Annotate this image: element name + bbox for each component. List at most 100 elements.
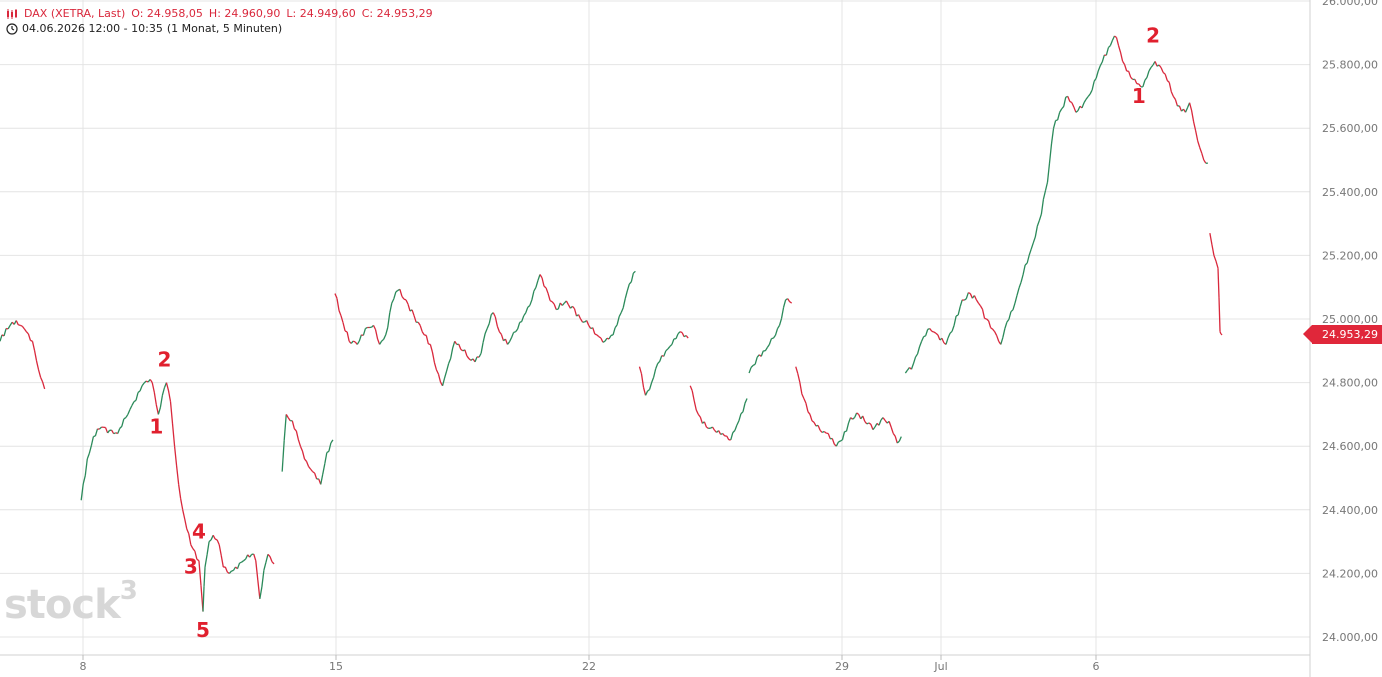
price-line-segment bbox=[149, 379, 153, 383]
price-line-segment bbox=[916, 346, 921, 355]
price-line-segment bbox=[657, 360, 661, 364]
price-line-segment bbox=[210, 534, 214, 541]
price-line-segment bbox=[496, 326, 500, 332]
price-line-segment bbox=[921, 336, 925, 342]
price-line-segment bbox=[955, 314, 959, 317]
price-line-segment bbox=[1093, 77, 1097, 82]
x-tick-label: 15 bbox=[329, 660, 343, 673]
price-line-segment bbox=[169, 401, 174, 424]
price-line-segment bbox=[992, 328, 996, 333]
price-line-segment bbox=[986, 318, 990, 322]
price-line-segment bbox=[15, 320, 19, 326]
price-line-segment bbox=[216, 539, 220, 546]
price-line-segment bbox=[744, 398, 748, 404]
price-line-segment bbox=[401, 295, 405, 300]
price-line-segment bbox=[372, 325, 377, 330]
price-line-segment bbox=[813, 422, 817, 427]
price-line-segment bbox=[1087, 93, 1091, 98]
candlestick-icon[interactable] bbox=[6, 8, 18, 20]
price-line-segment bbox=[772, 334, 776, 339]
price-line-segment bbox=[115, 432, 118, 435]
price-line-segment bbox=[600, 337, 604, 343]
price-line-segment bbox=[508, 337, 513, 343]
price-line-segment bbox=[742, 403, 746, 412]
price-line-segment bbox=[1154, 61, 1158, 67]
price-line-segment bbox=[821, 430, 825, 434]
price-line-segment bbox=[1134, 79, 1138, 84]
price-line-segment bbox=[504, 338, 509, 345]
price-line-segment bbox=[1040, 199, 1045, 215]
price-line-segment bbox=[358, 334, 362, 342]
price-line-segment bbox=[1142, 80, 1146, 88]
price-line-segment bbox=[515, 328, 519, 333]
price-line-segment bbox=[523, 312, 527, 317]
price-line-segment bbox=[681, 332, 685, 337]
y-tick-label: 25.400,00 bbox=[1322, 186, 1378, 199]
price-line-segment bbox=[484, 328, 488, 334]
price-line-segment bbox=[706, 426, 709, 429]
price-line-segment bbox=[679, 331, 683, 334]
price-line-segment bbox=[778, 318, 783, 326]
price-line-segment bbox=[852, 416, 856, 420]
wave-label: 1 bbox=[149, 414, 163, 438]
price-line-segment bbox=[736, 420, 740, 426]
price-line-segment bbox=[1069, 100, 1073, 104]
price-line-segment bbox=[1219, 331, 1222, 335]
price-line-segment bbox=[322, 463, 326, 475]
price-line-segment bbox=[1089, 89, 1093, 95]
price-line-segment bbox=[33, 350, 38, 362]
price-line-segment bbox=[31, 341, 36, 351]
price-line-segment bbox=[661, 354, 665, 357]
price-line-segment bbox=[533, 287, 537, 292]
price-line-segment bbox=[683, 334, 687, 338]
price-line-segment bbox=[303, 458, 308, 462]
price-line-segment bbox=[1117, 45, 1122, 53]
price-line-segment bbox=[1071, 102, 1075, 108]
price-line-segment bbox=[458, 344, 462, 350]
price-line-segment bbox=[203, 567, 206, 587]
price-line-segment bbox=[1119, 52, 1124, 62]
price-line-segment bbox=[417, 321, 421, 326]
price-line-segment bbox=[37, 369, 42, 378]
price-line-segment bbox=[1032, 236, 1036, 244]
y-tick-label: 24.200,00 bbox=[1322, 567, 1378, 580]
price-line-segment bbox=[287, 417, 291, 422]
price-line-segment bbox=[1162, 72, 1166, 75]
price-line-segment bbox=[624, 290, 628, 299]
price-line-segment bbox=[517, 322, 521, 330]
y-tick-label: 25.200,00 bbox=[1322, 249, 1378, 262]
price-line-segment bbox=[113, 432, 116, 435]
price-line-segment bbox=[255, 560, 259, 581]
price-line-segment bbox=[1209, 233, 1213, 245]
price-line-segment bbox=[320, 474, 324, 485]
y-tick-label: 24.400,00 bbox=[1322, 504, 1378, 517]
price-line-segment bbox=[208, 539, 212, 543]
price-line-segment bbox=[188, 533, 192, 545]
price-line-segment bbox=[7, 325, 11, 330]
y-tick-label: 26.000,00 bbox=[1322, 0, 1378, 8]
price-line-segment bbox=[931, 330, 935, 333]
price-line-segment bbox=[667, 346, 671, 350]
price-line-segment bbox=[632, 270, 636, 274]
price-line-segment bbox=[297, 439, 302, 447]
price-line-segment bbox=[768, 338, 773, 345]
x-tick-label: 22 bbox=[582, 660, 596, 673]
price-line-segment bbox=[1201, 153, 1205, 161]
price-line-segment bbox=[86, 453, 90, 460]
price-line-segment bbox=[815, 424, 819, 427]
price-line-segment bbox=[1061, 106, 1065, 110]
price-line-segment bbox=[405, 299, 409, 305]
price-line-segment bbox=[720, 432, 723, 436]
price-line-segment bbox=[129, 405, 133, 410]
price-line-segment bbox=[547, 293, 551, 301]
price-line-segment bbox=[1138, 83, 1142, 88]
price-line-segment bbox=[1063, 97, 1067, 107]
price-line-segment bbox=[979, 305, 984, 310]
price-line-segment bbox=[898, 436, 902, 442]
price-line-segment bbox=[543, 285, 547, 289]
price-line-segment bbox=[957, 306, 961, 316]
price-line-segment bbox=[1083, 98, 1087, 104]
price-line-segment bbox=[665, 348, 669, 352]
price-line-segment bbox=[847, 417, 852, 424]
